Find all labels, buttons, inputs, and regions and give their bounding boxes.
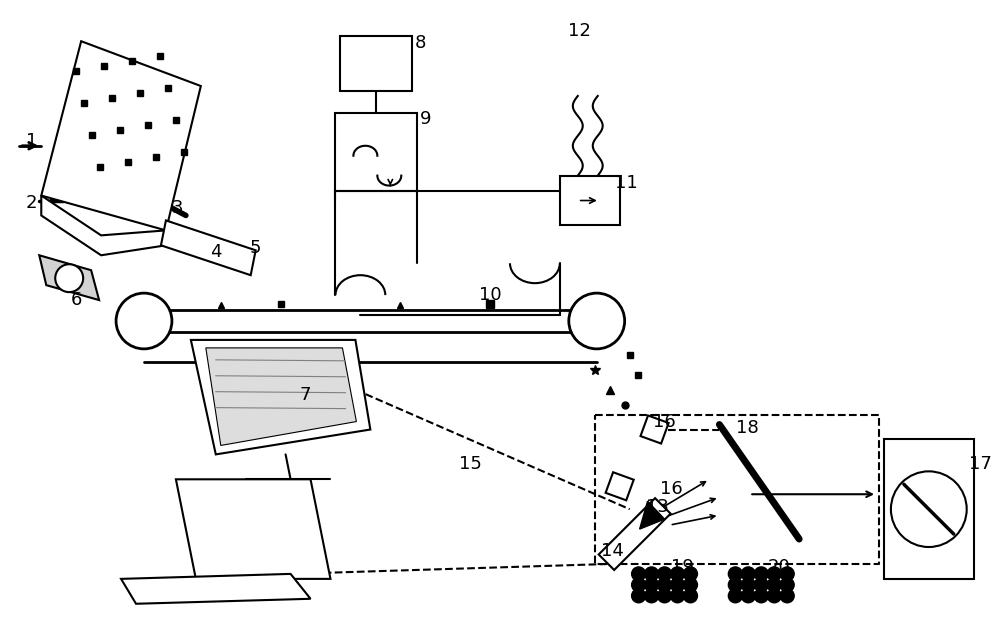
- Circle shape: [116, 293, 172, 349]
- Circle shape: [754, 589, 768, 603]
- Circle shape: [683, 578, 697, 592]
- Circle shape: [754, 578, 768, 592]
- Circle shape: [632, 567, 646, 581]
- Circle shape: [767, 589, 781, 603]
- Text: 17: 17: [969, 456, 992, 474]
- Text: 12: 12: [568, 22, 591, 40]
- Circle shape: [741, 578, 755, 592]
- Text: 8: 8: [415, 34, 426, 52]
- Text: 19: 19: [671, 558, 694, 576]
- Polygon shape: [641, 415, 669, 444]
- Circle shape: [645, 578, 659, 592]
- Circle shape: [671, 578, 684, 592]
- Circle shape: [658, 567, 672, 581]
- Circle shape: [891, 471, 967, 547]
- Text: 14: 14: [601, 542, 624, 560]
- Circle shape: [741, 567, 755, 581]
- Polygon shape: [41, 41, 201, 230]
- Circle shape: [658, 589, 672, 603]
- Polygon shape: [599, 498, 671, 570]
- Text: 9: 9: [419, 110, 431, 128]
- Text: 11: 11: [615, 173, 638, 191]
- Text: 3: 3: [172, 200, 184, 218]
- Text: 1: 1: [26, 132, 37, 150]
- Circle shape: [645, 567, 659, 581]
- Polygon shape: [176, 479, 330, 579]
- Circle shape: [645, 589, 659, 603]
- Text: 13: 13: [646, 498, 669, 516]
- Polygon shape: [640, 501, 665, 529]
- Polygon shape: [191, 340, 370, 454]
- Polygon shape: [161, 220, 256, 275]
- Polygon shape: [121, 574, 311, 604]
- Polygon shape: [39, 255, 99, 300]
- Circle shape: [728, 567, 742, 581]
- Circle shape: [780, 578, 794, 592]
- Circle shape: [741, 589, 755, 603]
- Circle shape: [658, 578, 672, 592]
- Circle shape: [728, 578, 742, 592]
- Text: 16: 16: [660, 480, 683, 499]
- Circle shape: [767, 578, 781, 592]
- Circle shape: [671, 567, 684, 581]
- Circle shape: [632, 589, 646, 603]
- Circle shape: [683, 567, 697, 581]
- Text: 7: 7: [300, 386, 311, 404]
- Circle shape: [671, 589, 684, 603]
- Circle shape: [767, 567, 781, 581]
- Text: 20: 20: [768, 558, 791, 576]
- Bar: [560, 175, 620, 225]
- Polygon shape: [206, 348, 356, 445]
- Circle shape: [754, 567, 768, 581]
- Circle shape: [569, 293, 625, 349]
- Circle shape: [632, 578, 646, 592]
- Text: 10: 10: [479, 286, 501, 304]
- Bar: [340, 36, 412, 91]
- Polygon shape: [41, 196, 166, 255]
- Circle shape: [55, 264, 83, 292]
- Text: 5: 5: [250, 239, 261, 257]
- Circle shape: [683, 589, 697, 603]
- Text: 15: 15: [459, 456, 482, 474]
- Circle shape: [780, 589, 794, 603]
- Text: 6: 6: [70, 291, 82, 309]
- Bar: [335, 113, 417, 191]
- Bar: [884, 440, 974, 579]
- Text: 4: 4: [210, 243, 222, 261]
- Circle shape: [728, 589, 742, 603]
- Text: 18: 18: [736, 419, 759, 436]
- Circle shape: [780, 567, 794, 581]
- Text: 16: 16: [653, 413, 676, 431]
- Text: 2: 2: [26, 193, 37, 211]
- Polygon shape: [606, 472, 634, 500]
